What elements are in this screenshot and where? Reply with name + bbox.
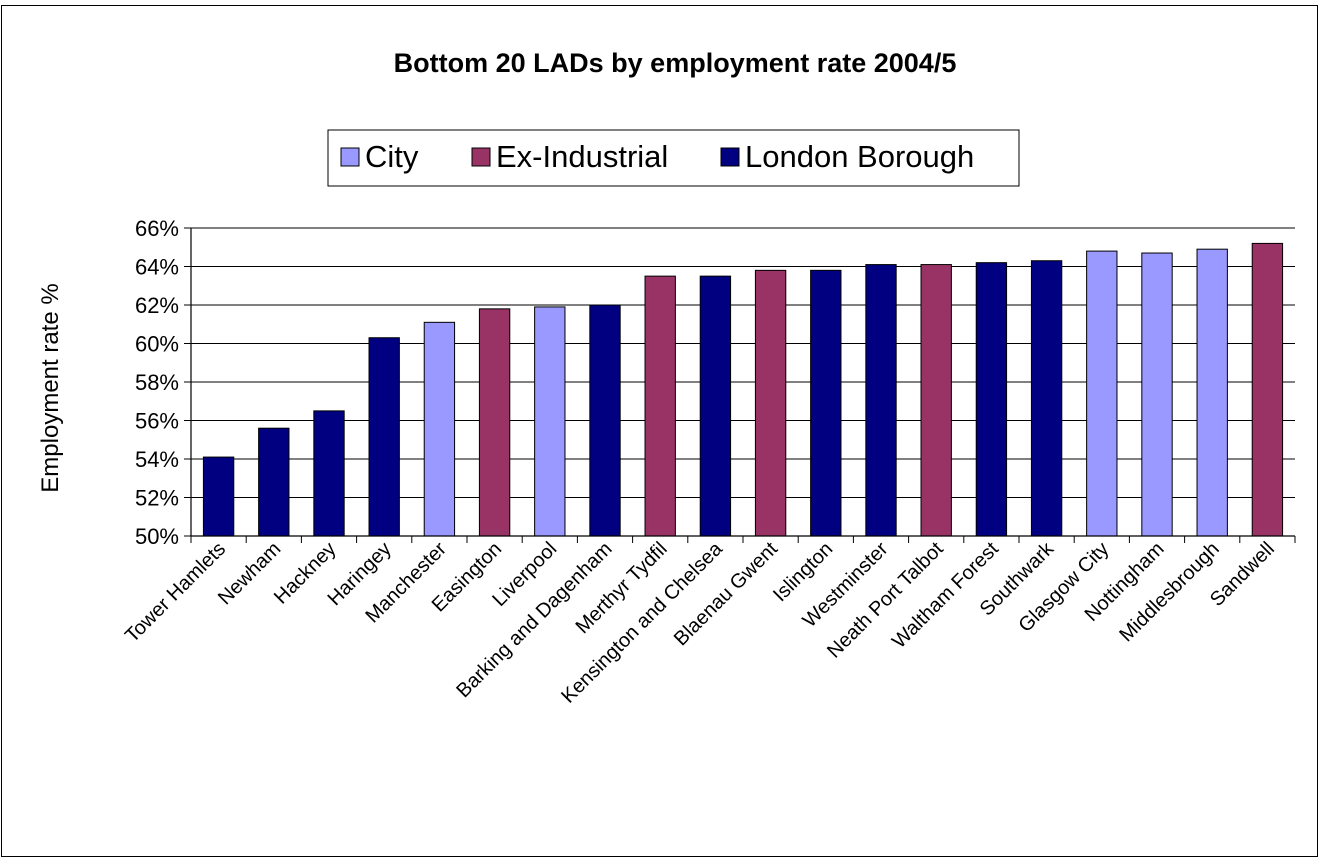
y-tick-label: 50% [135, 524, 179, 549]
bar-kensington-and-chelsea [699, 275, 732, 537]
chart-title: Bottom 20 LADs by employment rate 2004/5 [394, 48, 957, 78]
y-tick-label: 56% [135, 409, 179, 434]
bar-sandwell [1251, 242, 1284, 537]
bar-liverpool [534, 306, 566, 537]
bar-tower-hamlets [202, 456, 235, 537]
legend-label-london-borough: London Borough [745, 139, 974, 174]
legend-label-ex-industrial: Ex-Industrial [496, 139, 668, 174]
y-tick-label: 60% [135, 332, 179, 357]
bar-glasgow-city [1086, 250, 1118, 537]
y-tick-label: 64% [135, 255, 179, 280]
bar-westminster [865, 264, 897, 537]
legend-box [327, 129, 1020, 187]
bar-islington [810, 269, 842, 537]
legend-swatch-ex-industrial [471, 147, 491, 167]
bar-haringey [368, 337, 400, 537]
y-tick-label: 62% [135, 293, 179, 318]
bar-neath-port-talbot [920, 264, 952, 537]
x-tick-label: Tower Hamlets [121, 538, 230, 647]
bar-middlesbrough [1196, 248, 1228, 537]
bar-merthyr-tydfil [644, 275, 676, 537]
bar-manchester [423, 321, 456, 537]
bar-nottingham [1141, 252, 1173, 537]
legend-swatch-london-borough [720, 147, 740, 167]
y-tick-label: 58% [135, 370, 179, 395]
legend-label-city: City [365, 139, 419, 174]
bar-newham [258, 427, 290, 537]
bar-barking-and-dagenham [589, 304, 621, 537]
chart-area: Bottom 20 LADs by employment rate 2004/5… [1, 5, 1318, 857]
bar-southwark [1030, 260, 1063, 537]
bar-easington [478, 308, 511, 537]
bar-hackney [313, 410, 345, 537]
bar-chart: Bottom 20 LADs by employment rate 2004/5… [37, 48, 1296, 708]
bar-blaenau-gwent [754, 269, 787, 537]
y-axis-label: Employment rate % [37, 283, 64, 492]
plot-area: 50% 52% 54% 56% 58% 60% 62% 64% 66% Tower Hamlets… [121, 216, 1296, 708]
x-tick-label: Middlesbrough [1115, 538, 1223, 646]
legend: City Ex-Industrial London Borough [327, 129, 1020, 187]
y-tick-label: 66% [135, 216, 179, 241]
legend-swatch-city [340, 147, 360, 167]
y-tick-label: 52% [135, 486, 179, 511]
y-tick-label: 54% [135, 447, 179, 472]
bar-waltham-forest [975, 262, 1008, 537]
x-tick-label: Blaenau Gwent [670, 538, 783, 651]
